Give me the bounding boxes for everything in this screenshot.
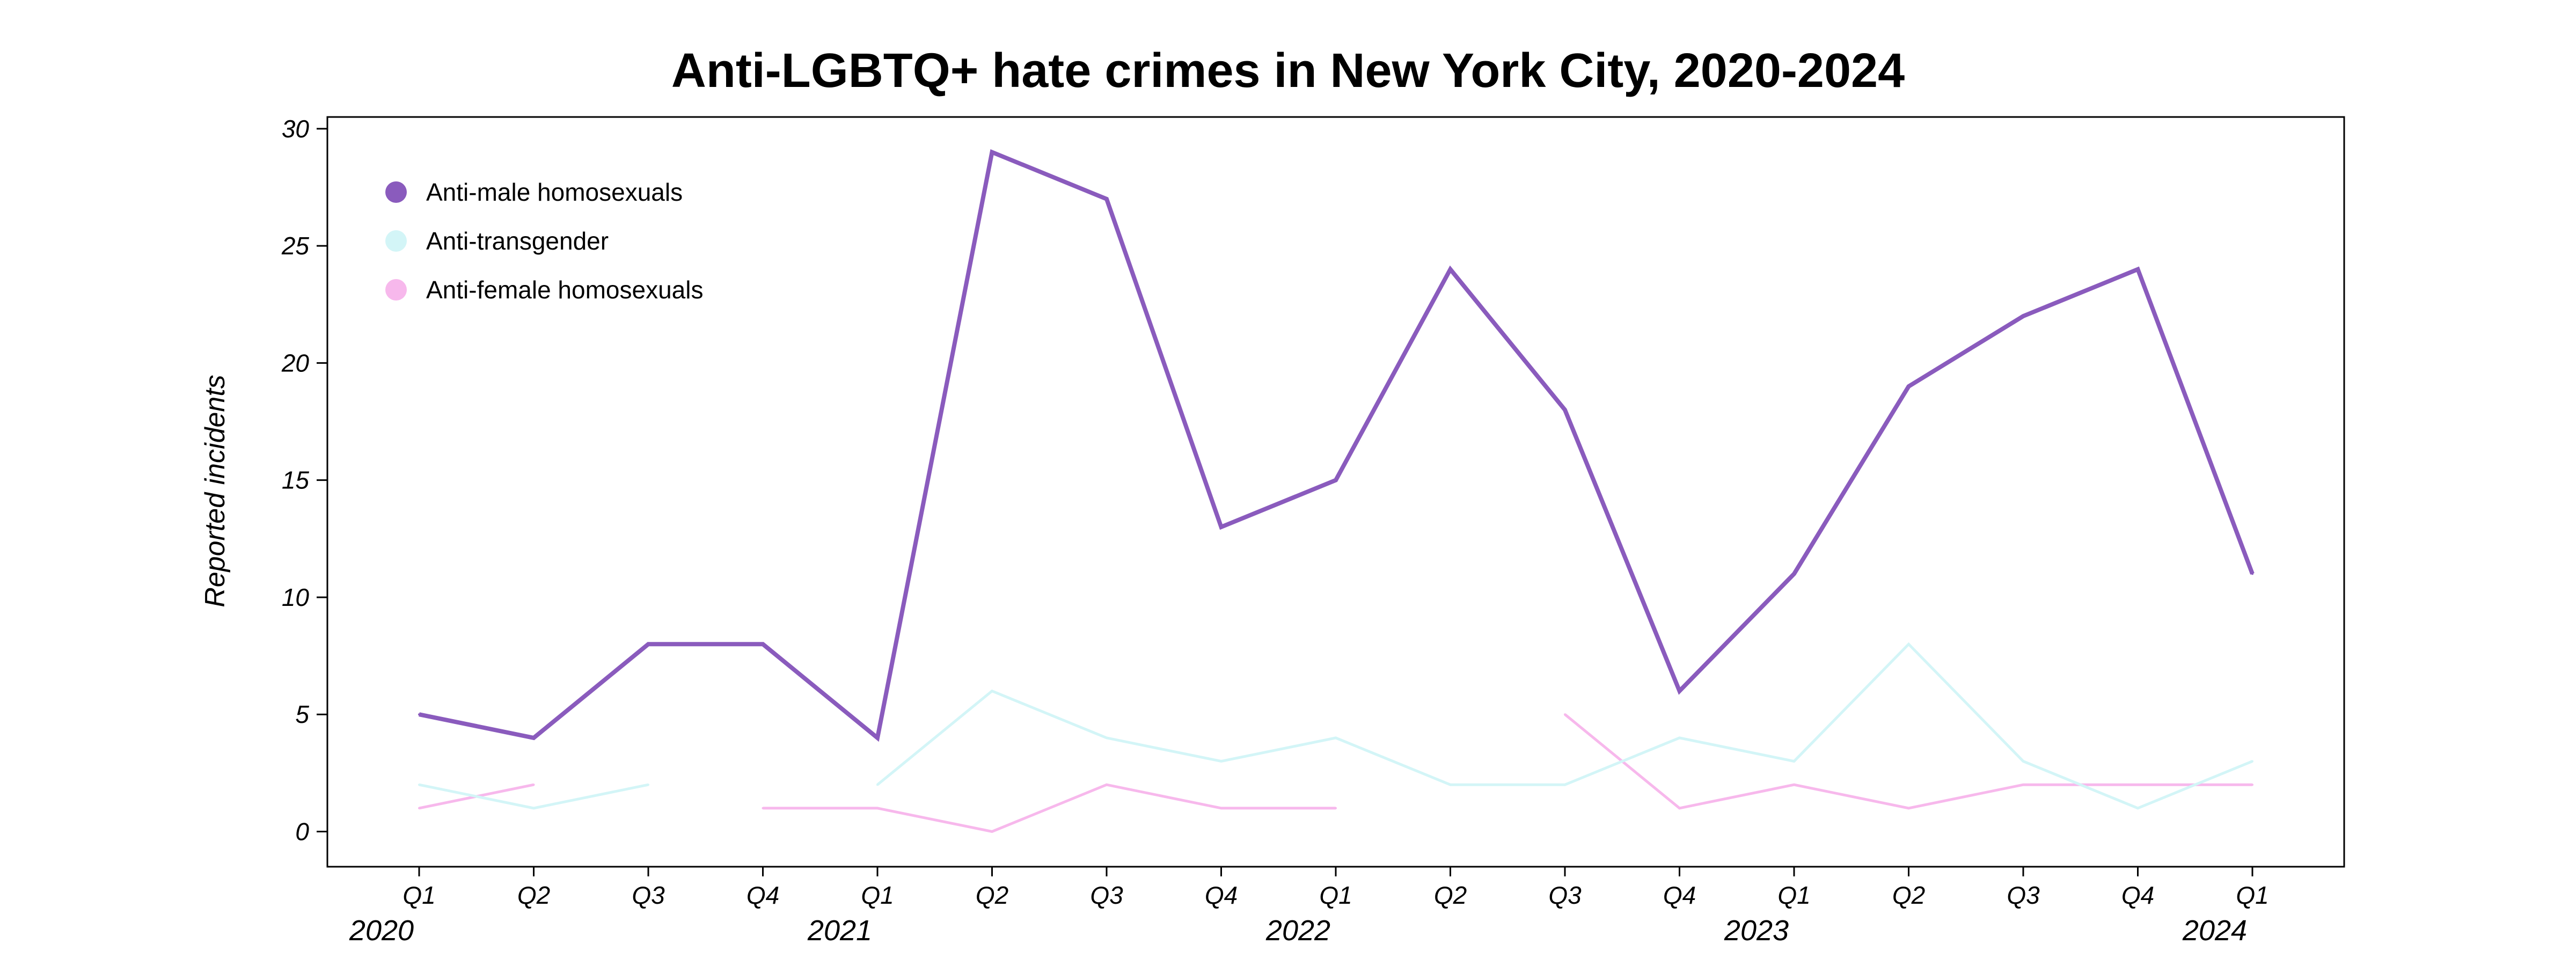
data-point — [532, 784, 535, 786]
x-tick-label: Q3 — [1090, 881, 1123, 909]
y-tick-label: 25 — [281, 232, 310, 260]
chart-title: Anti-LGBTQ+ hate crimes in New York City… — [671, 44, 1905, 98]
series-line — [763, 783, 1336, 833]
data-point — [532, 736, 535, 739]
legend-marker — [385, 279, 407, 301]
data-point — [1220, 525, 1223, 528]
y-axis-ticks: 0 5 10 15 20 25 30 — [281, 115, 327, 846]
series-line — [419, 783, 649, 810]
data-point — [1106, 197, 1108, 200]
legend-label: Anti-female homosexuals — [426, 276, 703, 304]
data-point — [1106, 736, 1108, 739]
x-tick-label: Q1 — [861, 881, 894, 909]
data-point — [1678, 690, 1681, 692]
data-point — [532, 807, 535, 809]
y-tick-label: 30 — [282, 115, 310, 143]
y-tick-label: 20 — [281, 349, 310, 377]
data-point — [1907, 807, 1910, 809]
data-point — [1907, 385, 1910, 388]
x-tick-label: Q1 — [402, 881, 435, 909]
data-point — [2022, 784, 2024, 786]
year-label: 2024 — [2182, 914, 2247, 947]
data-point — [991, 151, 993, 153]
data-point — [1449, 268, 1452, 270]
data-point — [1793, 760, 1795, 763]
legend-label: Anti-male homosexuals — [426, 178, 683, 206]
data-point — [1793, 573, 1795, 575]
data-point — [2022, 760, 2024, 763]
data-point — [647, 784, 649, 786]
data-point — [876, 807, 879, 809]
data-point — [1564, 713, 1566, 716]
x-tick-label: Q3 — [2007, 881, 2040, 909]
x-tick-label: Q2 — [517, 881, 550, 909]
x-tick-label: Q4 — [1205, 881, 1238, 909]
data-point — [1564, 784, 1566, 786]
x-tick-label: Q2 — [976, 881, 1008, 909]
data-point — [1449, 784, 1452, 786]
x-tick-label: Q3 — [632, 881, 665, 909]
x-tick-label: Q4 — [2121, 881, 2154, 909]
data-point — [1220, 760, 1223, 763]
x-tick-label: Q2 — [1892, 881, 1925, 909]
data-point — [876, 736, 879, 739]
y-axis-label: Reported incidents — [200, 375, 231, 608]
data-point — [2136, 784, 2139, 786]
x-tick-label: Q1 — [1319, 881, 1352, 909]
data-point — [2251, 784, 2253, 786]
year-label: 2020 — [349, 914, 414, 947]
x-tick-label: Q2 — [1434, 881, 1467, 909]
data-point — [991, 830, 993, 833]
data-point — [2251, 573, 2253, 575]
series-lines — [418, 149, 2255, 833]
data-point — [2136, 268, 2139, 270]
data-point — [762, 643, 764, 646]
data-point — [2251, 760, 2253, 763]
x-axis-year-labels: 2020 2021 2022 2023 2024 — [349, 914, 2247, 947]
plot-frame — [326, 116, 2345, 868]
data-point — [1793, 784, 1795, 786]
series-line — [1564, 713, 2252, 810]
year-label: 2023 — [1724, 914, 1789, 947]
data-point — [1335, 736, 1337, 739]
data-point — [1220, 807, 1223, 809]
y-tick-label: 10 — [282, 583, 310, 611]
data-point — [2136, 807, 2139, 809]
data-point — [647, 643, 649, 646]
x-tick-label: Q3 — [1548, 881, 1582, 909]
year-label: 2021 — [807, 914, 872, 947]
legend-marker — [385, 181, 407, 203]
legend: Anti-male homosexuals Anti-transgender Ant… — [385, 178, 703, 304]
x-tick-label: Q4 — [747, 881, 779, 909]
x-tick-label: Q1 — [1777, 881, 1810, 909]
data-point — [991, 690, 993, 692]
series-2 — [418, 713, 2253, 833]
data-point — [1907, 643, 1910, 646]
x-tick-label: Q4 — [1663, 881, 1696, 909]
data-point — [1564, 408, 1566, 411]
data-point — [876, 784, 879, 786]
data-point — [2022, 315, 2024, 318]
series-1 — [418, 642, 2253, 810]
data-point — [1335, 479, 1337, 481]
legend-label: Anti-transgender — [426, 227, 609, 255]
y-tick-label: 0 — [295, 818, 309, 846]
data-point — [762, 807, 764, 809]
y-tick-label: 5 — [295, 700, 309, 728]
x-axis-ticks: Q1 Q2 Q3 Q4 Q1 Q2 Q3 Q4 Q1 Q2 Q3 Q4 Q1 Q2 Q3 Q4 Q1 — [402, 867, 2269, 909]
data-point — [1678, 736, 1681, 739]
data-point — [1106, 784, 1108, 786]
series-line — [419, 149, 2255, 742]
data-point — [418, 807, 420, 809]
x-tick-label: Q1 — [2236, 881, 2268, 909]
y-tick-label: 15 — [282, 466, 310, 494]
legend-marker — [385, 230, 407, 252]
series-0 — [418, 149, 2255, 742]
data-point — [418, 713, 420, 716]
data-point — [1335, 807, 1337, 809]
year-label: 2022 — [1265, 914, 1330, 947]
data-point — [418, 784, 420, 786]
data-point — [1678, 807, 1681, 809]
